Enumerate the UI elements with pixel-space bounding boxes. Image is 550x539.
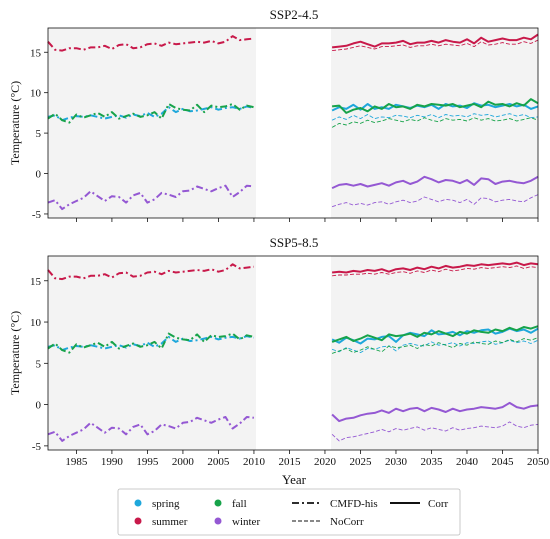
series-line-summer-cmfd-his — [47, 35, 255, 52]
axes-frame — [47, 27, 539, 219]
legend-entry-winter: winter — [214, 516, 260, 528]
x-tick-label: 2050 — [527, 456, 550, 468]
series-line-summer-nocorr — [332, 39, 539, 52]
series-line-spring-cmfd-his — [47, 335, 255, 352]
x-tick-label: 1985 — [65, 456, 88, 468]
x-tick-label: 2010 — [243, 456, 266, 468]
series-line-winter-nocorr — [331, 194, 539, 208]
legend-marker — [134, 517, 142, 525]
series-line-winter-cmfd-his — [47, 416, 255, 442]
y-axis-ticks: -5 0 5 10 15 — [30, 47, 539, 222]
series-line-winter-nocorr — [331, 421, 539, 442]
x-tick-label: 2040 — [456, 456, 479, 468]
series-line-summer-cmfd-his — [47, 263, 255, 281]
panel-ssp2-4-5: SSP2-4.5 -5 0 5 10 15 Temperature (°C) — [8, 7, 539, 222]
y-tick-label: 0 — [36, 400, 42, 412]
legend-marker — [214, 517, 222, 525]
series-line-spring-cmfd-his — [47, 105, 255, 122]
series-line-spring-nocorr — [331, 113, 539, 121]
y-tick-label: 15 — [30, 47, 42, 59]
x-tick-label: 2000 — [172, 456, 195, 468]
x-tick-label: 2020 — [314, 456, 337, 468]
panel-title: SSP2-4.5 — [270, 7, 319, 22]
shade-future — [331, 256, 538, 450]
series-line-summer-nocorr — [332, 265, 539, 277]
legend-entry-fall: fall — [214, 498, 247, 510]
legend-frame — [117, 488, 461, 536]
series-line-summer-corr — [331, 261, 539, 274]
legend-label: fall — [232, 498, 247, 510]
y-tick-label: 5 — [36, 128, 42, 140]
axes-frame — [47, 255, 539, 451]
series-line-winter-corr — [331, 175, 539, 190]
x-tick-label: 2035 — [420, 456, 443, 468]
series-line-fall-nocorr — [331, 117, 539, 128]
y-tick-label: 0 — [36, 169, 42, 181]
legend-entry-nocorr: NoCorr — [292, 516, 364, 528]
legend-entry-summer: summer — [134, 516, 188, 528]
legend-label: NoCorr — [330, 516, 364, 528]
x-tick-label: 2025 — [349, 456, 372, 468]
legend-marker — [214, 499, 222, 507]
series-line-fall-nocorr — [331, 337, 539, 354]
x-tick-label: 2045 — [491, 456, 514, 468]
legend-label: Corr — [428, 498, 449, 510]
x-axis-label: Year — [282, 472, 307, 487]
series-line-fall-corr — [331, 325, 539, 343]
series-line-fall-cmfd-his — [47, 332, 255, 354]
x-axis-ticks: 1985 1990 1995 2000 2005 2010 2015 2020 2025 2030… — [65, 456, 549, 468]
legend-entry-spring: spring — [134, 498, 180, 510]
legend-marker — [134, 499, 142, 507]
series-line-spring-nocorr — [331, 339, 539, 354]
legend-label: winter — [232, 516, 260, 528]
y-tick-label: -5 — [32, 209, 42, 221]
panel-title: SSP5-8.5 — [270, 235, 319, 250]
x-tick-label: 1995 — [136, 456, 159, 468]
legend: spring summer fall winter CMFD-his NoCor… — [117, 488, 461, 536]
y-tick-label: -5 — [32, 441, 42, 453]
y-tick-label: 10 — [30, 88, 42, 100]
legend-entry-corr: Corr — [390, 498, 449, 510]
plot-area — [47, 261, 539, 442]
legend-label: spring — [152, 498, 180, 510]
plot-area — [47, 33, 539, 211]
y-tick-label: 10 — [30, 317, 42, 329]
series-line-summer-corr — [331, 33, 539, 49]
x-tick-label: 1990 — [101, 456, 124, 468]
y-axis-label: Temperature (°C) — [8, 311, 22, 395]
legend-label: summer — [152, 516, 188, 528]
series-line-winter-corr — [331, 401, 539, 423]
series-line-fall-corr — [331, 98, 539, 114]
series-line-winter-cmfd-his — [47, 184, 255, 211]
x-tick-label: 2005 — [207, 456, 230, 468]
shade-historical — [48, 256, 256, 450]
y-tick-label: 15 — [30, 276, 42, 288]
y-axis-label: Temperature (°C) — [8, 81, 22, 165]
panel-ssp5-8-5: SSP5-8.5 -5 0 5 10 15 1985 1990 1995 2000 2005 20… — [8, 235, 550, 487]
y-tick-label: 5 — [36, 358, 42, 370]
legend-label: CMFD-his — [330, 498, 378, 510]
legend-entry-cmfd-his: CMFD-his — [292, 498, 378, 510]
y-axis-ticks: -5 0 5 10 15 — [30, 276, 539, 454]
shade-historical — [48, 28, 256, 218]
x-tick-label: 2015 — [278, 456, 301, 468]
x-tick-label: 2030 — [385, 456, 408, 468]
